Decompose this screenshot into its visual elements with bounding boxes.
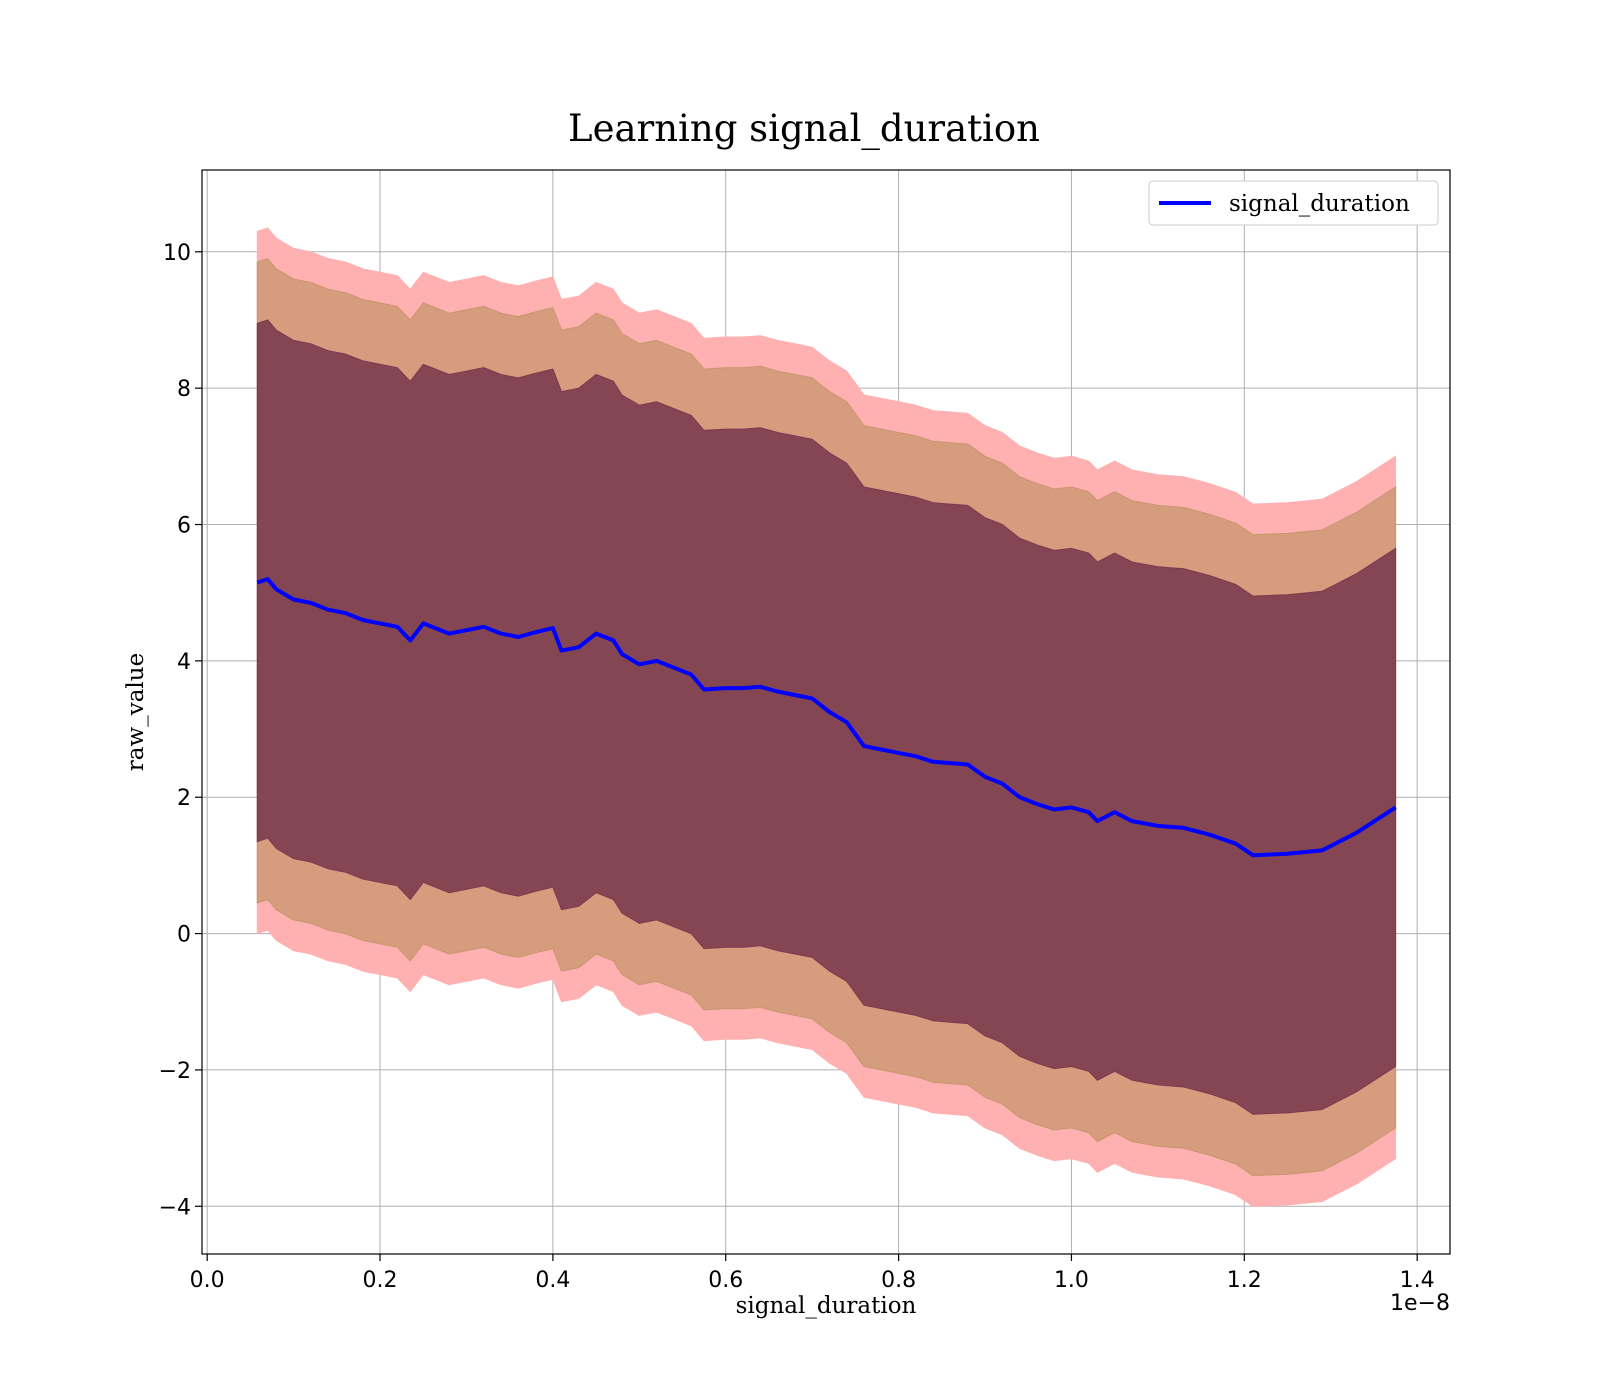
x-tick-label: 1.2 [1227, 1268, 1262, 1293]
legend-box [1148, 180, 1439, 226]
x-tick-label: 0.8 [881, 1268, 916, 1293]
x-tick-label: 0.2 [363, 1268, 398, 1293]
legend: signal_duration [1148, 180, 1439, 226]
x-tick-label: 0.4 [535, 1268, 570, 1293]
y-tick-label: 6 [177, 514, 191, 539]
x-axis: 0.0 0.2 0.4 0.6 0.8 1.0 1.2 1.4 [190, 1254, 1435, 1293]
y-tick-label: 8 [177, 377, 191, 402]
y-tick-label: −4 [159, 1195, 191, 1220]
y-axis: −4 −2 0 2 4 6 8 10 [159, 241, 202, 1220]
y-tick-label: 0 [177, 923, 191, 948]
chart-title: Learning signal_duration [568, 107, 1040, 151]
series-line-signal-duration [256, 577, 1397, 858]
legend-label: signal_duration [1229, 191, 1410, 217]
y-tick-label: −2 [159, 1059, 191, 1084]
x-tick-label: 0.6 [708, 1268, 743, 1293]
x-tick-label: 1.0 [1054, 1268, 1089, 1293]
confidence-band-0 [256, 319, 1397, 1115]
confidence-bands [256, 227, 1397, 1207]
x-offset-label: 1e−8 [1390, 1291, 1450, 1316]
y-tick-label: 2 [177, 786, 191, 811]
y-tick-label: 4 [177, 650, 191, 675]
y-axis-label: raw_value [123, 653, 149, 771]
plot-frame [201, 169, 1451, 1255]
y-tick-label: 10 [163, 241, 191, 266]
x-axis-label: signal_duration [736, 1293, 917, 1319]
series-lines [256, 577, 1397, 858]
x-tick-label: 1.4 [1400, 1268, 1435, 1293]
x-tick-label: 0.0 [190, 1268, 225, 1293]
